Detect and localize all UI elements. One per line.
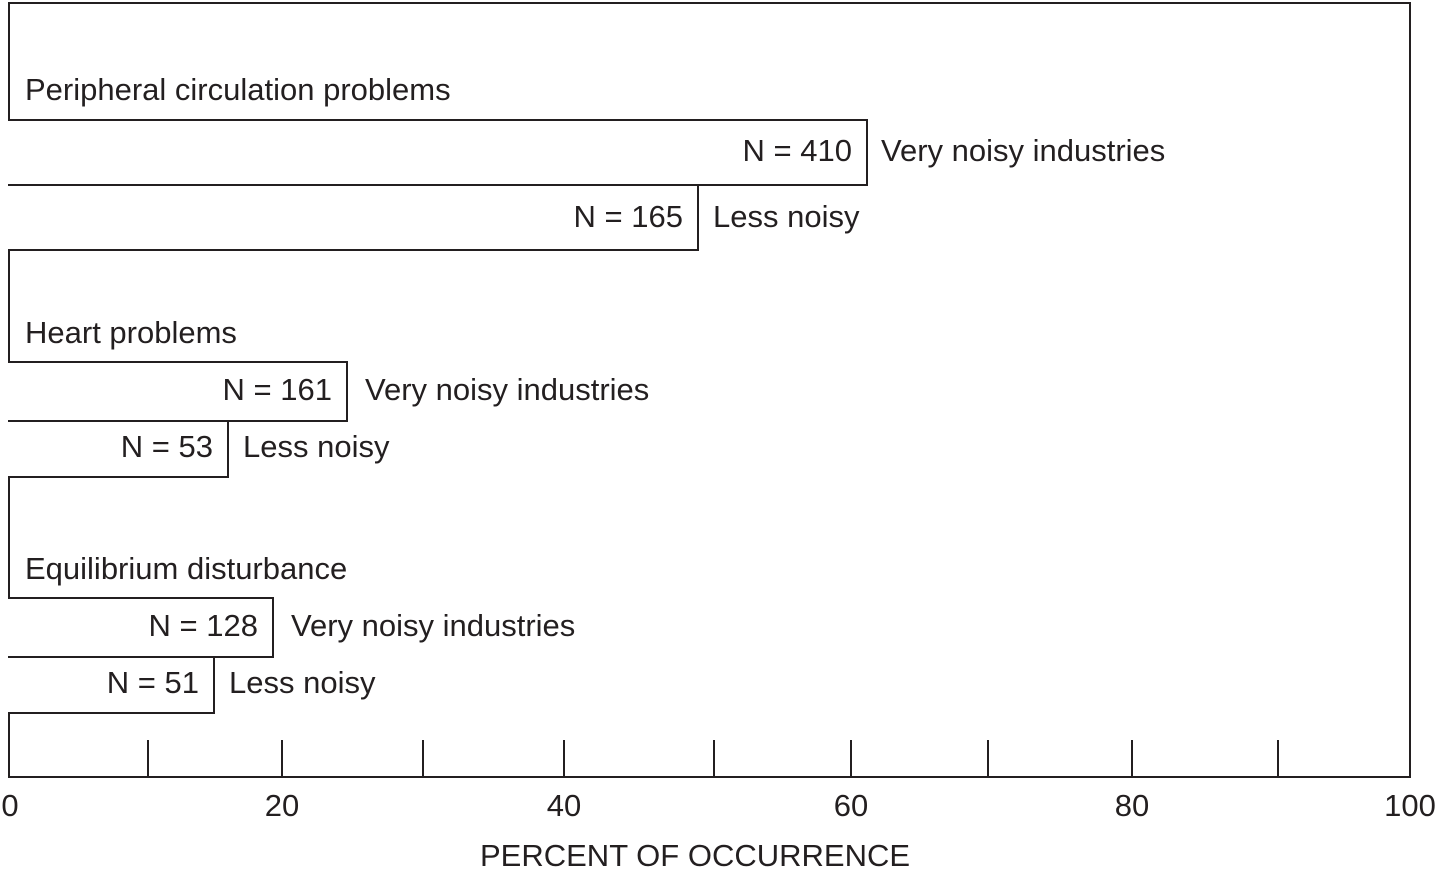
x-axis-title: PERCENT OF OCCURRENCE — [480, 838, 911, 873]
series-label: Very noisy industries — [365, 372, 650, 407]
category-label: Equilibrium disturbance — [25, 551, 348, 586]
bar-less-noisy — [8, 656, 215, 714]
bar-very-noisy — [8, 361, 348, 422]
bar-very-noisy — [8, 119, 868, 186]
x-tick-label: 80 — [1114, 788, 1150, 823]
x-tick-label: 20 — [264, 788, 300, 823]
series-label: Very noisy industries — [291, 608, 576, 643]
x-tick — [422, 740, 424, 778]
x-tick — [713, 740, 715, 778]
x-tick — [147, 740, 149, 778]
x-tick — [563, 740, 565, 778]
x-tick — [281, 740, 283, 778]
n-label: N = 51 — [106, 665, 199, 700]
bar-less-noisy — [8, 420, 229, 478]
x-tick-label: 100 — [1384, 788, 1436, 823]
series-label: Less noisy — [713, 199, 860, 234]
n-label: N = 53 — [120, 429, 213, 464]
series-label: Very noisy industries — [881, 133, 1166, 168]
series-label: Less noisy — [229, 665, 376, 700]
x-tick-label: 60 — [833, 788, 869, 823]
x-tick — [850, 740, 852, 778]
category-label: Peripheral circulation problems — [25, 72, 451, 107]
n-label: N = 410 — [742, 133, 852, 168]
x-tick — [1131, 740, 1133, 778]
n-label: N = 161 — [222, 372, 332, 407]
x-tick — [1277, 740, 1279, 778]
n-label: N = 165 — [573, 199, 683, 234]
n-label: N = 128 — [148, 608, 258, 643]
x-tick-label: 40 — [546, 788, 582, 823]
bar-very-noisy — [8, 597, 274, 658]
bar-less-noisy — [8, 184, 699, 251]
series-label: Less noisy — [243, 429, 390, 464]
category-label: Heart problems — [25, 315, 237, 350]
x-tick-label: 0 — [1, 788, 19, 823]
x-tick — [987, 740, 989, 778]
